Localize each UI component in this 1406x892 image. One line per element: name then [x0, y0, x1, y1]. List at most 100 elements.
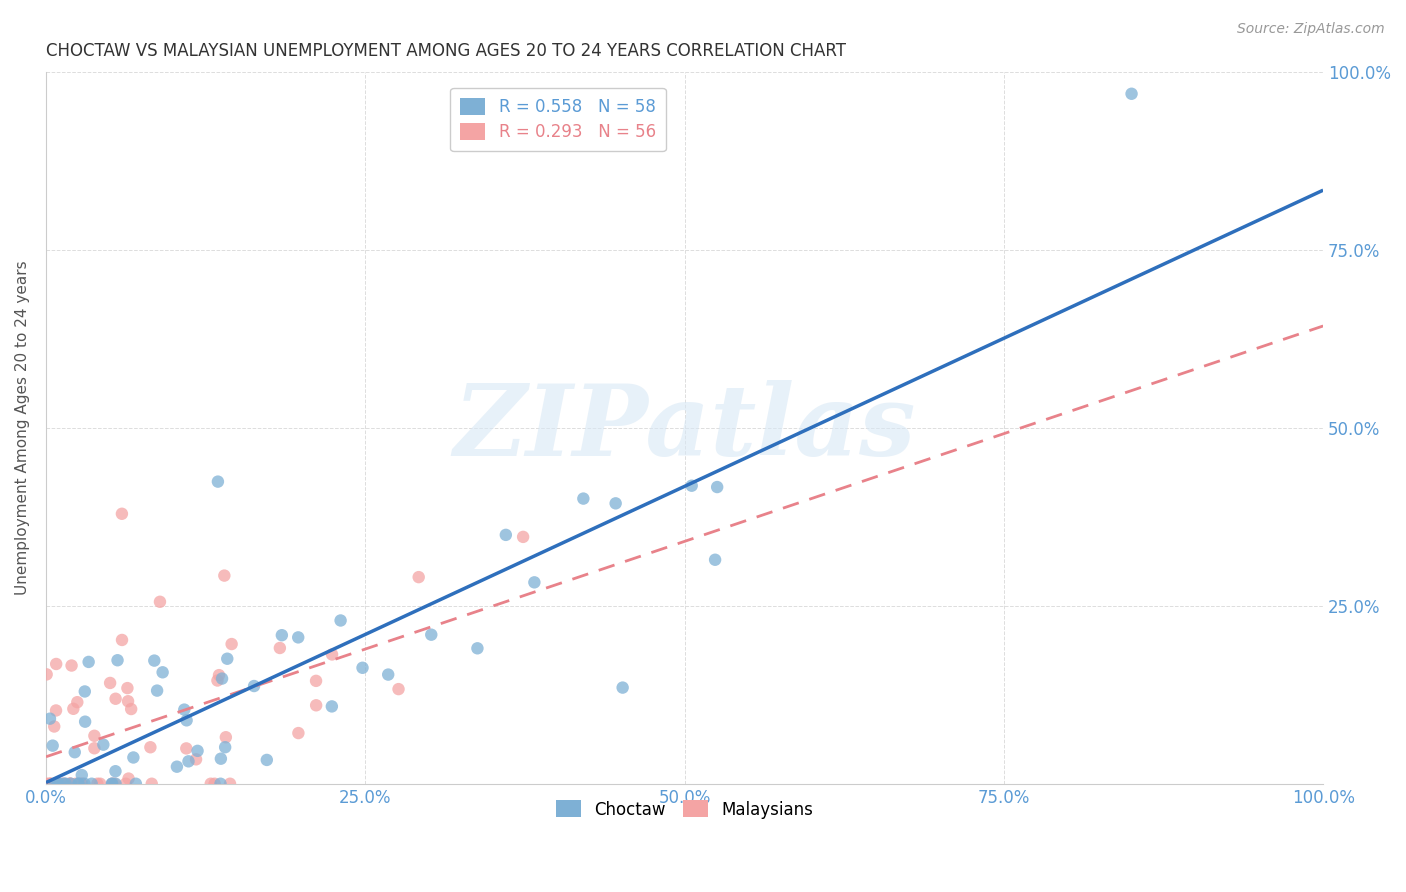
Point [139, 740, 162, 755]
Point [91, 738, 114, 752]
Point [523, 575, 546, 590]
Point [104, 777, 127, 791]
Point [219, 777, 242, 791]
Point [141, 777, 163, 791]
Point [103, 777, 125, 791]
Point [211, 672, 233, 686]
Y-axis label: Unemployment Among Ages 20 to 24 years: Unemployment Among Ages 20 to 24 years [15, 260, 30, 595]
Point [101, 777, 124, 791]
Point [63, 745, 86, 759]
Point [83, 741, 105, 756]
Point [176, 741, 198, 756]
Point [77, 655, 100, 669]
Point [73, 684, 96, 698]
Point [107, 653, 129, 667]
Point [143, 654, 166, 668]
Point [125, 777, 148, 791]
Point [62, 702, 84, 716]
Point [706, 480, 728, 494]
Point [45, 703, 67, 717]
Point [111, 507, 134, 521]
Point [204, 777, 226, 791]
Text: ZIPatlas: ZIPatlas [453, 380, 915, 476]
Point [270, 628, 292, 642]
Point [387, 682, 409, 697]
Point [39, 777, 62, 791]
Point [467, 641, 489, 656]
Point [152, 665, 174, 680]
Point [377, 667, 399, 681]
Point [495, 528, 517, 542]
Point [98, 676, 121, 690]
Point [217, 651, 239, 665]
Point [612, 681, 634, 695]
Point [60, 658, 83, 673]
Point [51, 777, 73, 791]
Point [89, 777, 111, 791]
Point [45, 657, 67, 671]
Point [67, 777, 90, 791]
Point [70, 777, 93, 791]
Point [269, 640, 291, 655]
Point [120, 702, 142, 716]
Point [101, 777, 124, 791]
Point [420, 628, 443, 642]
Point [243, 679, 266, 693]
Point [48, 777, 70, 791]
Point [86, 777, 108, 791]
Point [166, 760, 188, 774]
Point [176, 714, 198, 728]
Point [104, 691, 127, 706]
Point [305, 698, 328, 713]
Point [209, 752, 232, 766]
Point [207, 673, 229, 688]
Text: Source: ZipAtlas.com: Source: ZipAtlas.com [1237, 22, 1385, 37]
Point [122, 750, 145, 764]
Point [512, 530, 534, 544]
Point [117, 772, 139, 786]
Point [104, 764, 127, 779]
Point [55, 777, 77, 791]
Point [200, 777, 222, 791]
Point [46, 777, 69, 791]
Point [1121, 87, 1143, 101]
Text: CHOCTAW VS MALAYSIAN UNEMPLOYMENT AMONG AGES 20 TO 24 YEARS CORRELATION CHART: CHOCTAW VS MALAYSIAN UNEMPLOYMENT AMONG … [46, 42, 846, 60]
Point [59, 777, 82, 791]
Point [408, 570, 430, 584]
Point [149, 595, 172, 609]
Point [35, 777, 58, 791]
Point [117, 694, 139, 708]
Point [287, 631, 309, 645]
Point [305, 673, 328, 688]
Point [111, 632, 134, 647]
Point [177, 755, 200, 769]
Point [44, 777, 66, 791]
Point [207, 475, 229, 489]
Point [45, 777, 67, 791]
Point [214, 740, 236, 755]
Point [67, 777, 90, 791]
Point [70, 777, 93, 791]
Point [187, 744, 209, 758]
Point [117, 681, 139, 695]
Point [39, 777, 62, 791]
Point [73, 777, 96, 791]
Point [80, 777, 103, 791]
Point [101, 777, 124, 791]
Point [221, 637, 243, 651]
Point [352, 661, 374, 675]
Point [59, 777, 82, 791]
Point [256, 753, 278, 767]
Point [52, 777, 75, 791]
Point [321, 648, 343, 662]
Point [215, 730, 238, 744]
Point [83, 729, 105, 743]
Point [59, 777, 82, 791]
Point [75, 714, 97, 729]
Point [66, 695, 89, 709]
Point [65, 777, 87, 791]
Point [70, 768, 93, 782]
Point [704, 553, 727, 567]
Point [173, 703, 195, 717]
Point [35, 667, 58, 681]
